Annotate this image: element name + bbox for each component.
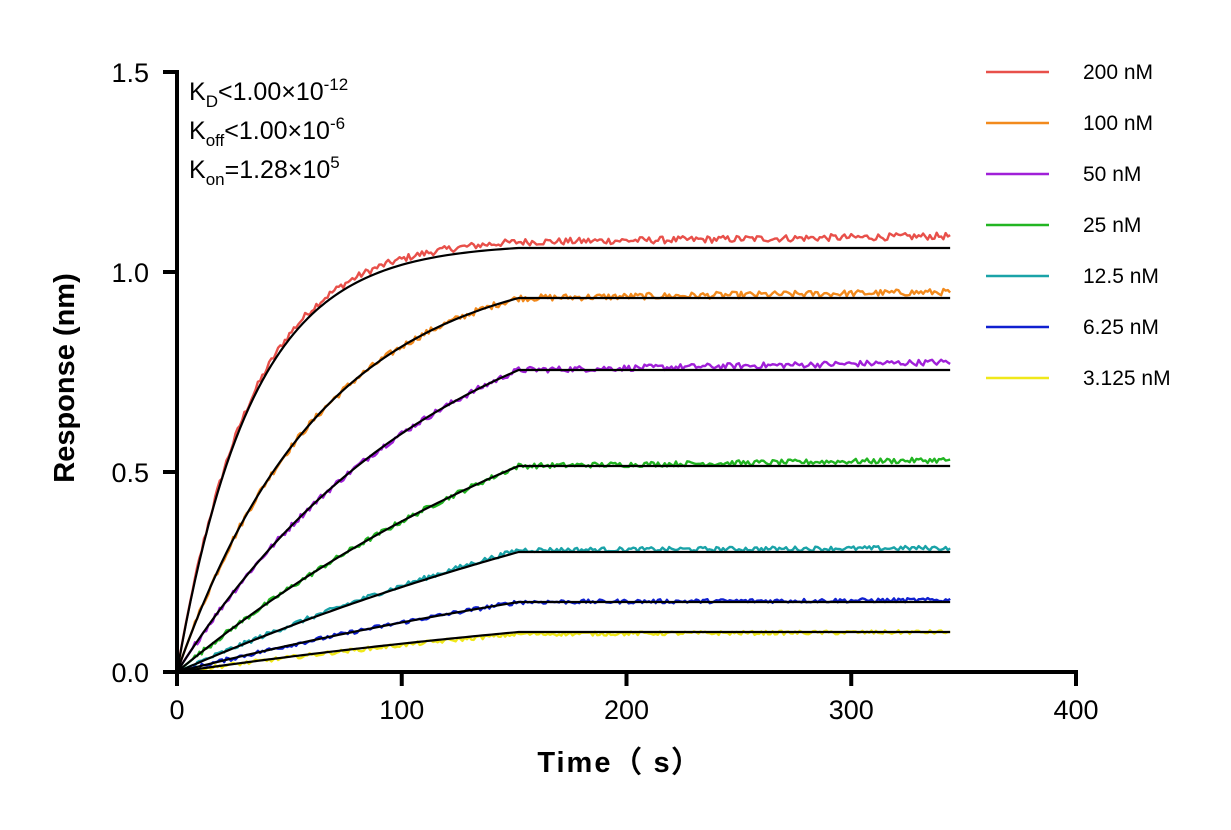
y-tick-label-0: 0.0	[111, 658, 149, 688]
y-tick-label-3: 1.5	[111, 58, 149, 88]
measured-curve-1	[175, 287, 952, 673]
fit-curve-0	[175, 246, 951, 673]
fit-curve-2	[176, 368, 951, 673]
x-tick-label-0: 0	[169, 695, 184, 725]
legend-label-4: 12.5 nM	[1083, 265, 1159, 288]
measured-curve-5	[176, 596, 951, 674]
x-tick-label-3: 300	[829, 695, 874, 725]
fit-curve-5	[176, 600, 951, 674]
measured-curve-6	[176, 629, 951, 674]
y-tick-label-1: 0.5	[111, 458, 149, 488]
measured-curve-4	[176, 544, 951, 674]
y-axis-title: Response (nm)	[49, 273, 81, 482]
x-tick-label-2: 200	[604, 695, 649, 725]
fit-curve-1	[175, 296, 951, 673]
x-axis-title: Time（ s）	[537, 746, 702, 779]
series-layer	[175, 231, 952, 674]
measured-curve-3	[176, 456, 951, 673]
axes-layer	[163, 70, 1078, 686]
legend-label-6: 3.125 nM	[1083, 367, 1171, 390]
y-tick-label-2: 1.0	[111, 258, 149, 288]
fit-curve-3	[176, 464, 951, 673]
labels-layer: 0 100 200 300 400 0.0 0.5 1.0 1.5 Time（ s） Respons…	[49, 58, 1099, 779]
measured-curve-0	[175, 231, 951, 673]
x-tick-label-4: 400	[1053, 695, 1098, 725]
legend-label-0: 200 nM	[1083, 61, 1153, 84]
annotation-line-2: Kon=1.28×105	[189, 153, 340, 189]
legend: 200 nM 100 nM 50 nM 25 nM 12.5 nM 6.25 nM 3.12…	[986, 61, 1171, 390]
legend-label-3: 25 nM	[1083, 214, 1141, 237]
fit-curve-6	[176, 630, 951, 674]
annotation-line-0: KD<1.00×10-12	[189, 75, 348, 111]
fit-curve-4	[176, 550, 951, 674]
annotation-line-1: Koff<1.00×10-6	[189, 114, 345, 150]
x-tick-label-1: 100	[379, 695, 424, 725]
legend-label-5: 6.25 nM	[1083, 316, 1159, 339]
legend-label-1: 100 nM	[1083, 112, 1153, 135]
legend-label-2: 50 nM	[1083, 163, 1141, 186]
